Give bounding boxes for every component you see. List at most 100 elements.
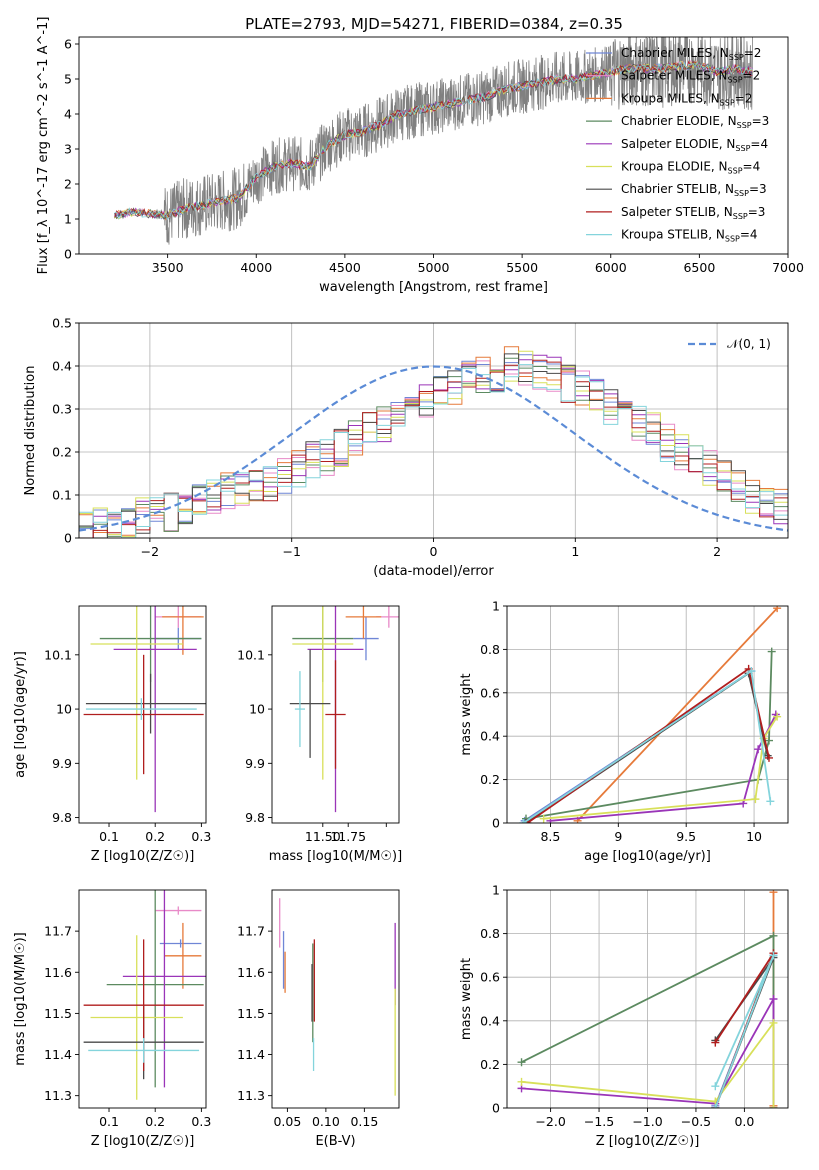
y-tick-label: 2 [64,177,72,192]
residual-hist-chabrier_stelib [79,353,788,538]
x-tick-label: 0.10 [312,1114,340,1129]
x-tick-label: −2 [141,544,159,559]
x-tick-label: 5500 [506,260,538,275]
y-tick-label: 1 [492,883,500,898]
figure-title: PLATE=2793, MJD=54271, FIBERID=0384, z=0… [245,15,623,33]
x-axis-label: Z [log10(Z/Z☉)] [91,1134,195,1149]
x-tick-label: −1.0 [632,1114,662,1129]
x-tick-label: 10 [746,829,762,844]
series-marker-salpeter_stelib [764,753,773,762]
residual-hist-salpeter_stelib [79,359,788,538]
series-marker-kroupa_stelib [766,797,775,806]
plot-area [79,323,788,538]
y-axis-label: Flux [f_λ 10^-17 erg cm^-2 s^-1 A^-1] [36,17,51,275]
y-tick-label: 0.4 [52,359,72,374]
gaussian-curve [79,365,788,532]
panel-mass_weight_vs_z: −2.0 −1.5 −1.0 −0.5 0.0 0 0.2 0.4 0.6 0.8 1 Z [log1… [459,883,789,1149]
series-marker-kroupa_elodie [539,814,548,823]
x-axis-label: Z [log10(Z/Z☉)] [596,1134,700,1149]
series-line-kroupa_miles [576,607,778,822]
series-marker-salpeter_stelib [711,1038,720,1047]
series-line-kroupa_elodie [521,1020,775,1108]
y-tick-label: 10 [56,702,72,717]
series-marker-chabrier_elodie [767,647,776,656]
series-marker-kroupa_elodie [769,1018,778,1027]
plot-area [289,606,399,813]
y-tick-label: 0.6 [480,685,500,700]
series-marker-kroupa_miles [769,890,778,897]
y-tick-label: 0.2 [480,772,500,787]
series-marker-kroupa_stelib [747,667,756,676]
y-tick-label: 1 [492,599,500,614]
x-tick-label: 0.15 [350,1114,378,1129]
y-tick-label: 0 [492,816,500,831]
x-axis-label: Z [log10(Z/Z☉)] [91,849,195,864]
x-tick-label: 0.1 [99,829,119,844]
legend-entry: Salpeter STELIB, NSSP=3 [621,205,765,221]
x-tick-label: 4000 [240,260,272,275]
x-tick-label: 11.75 [330,829,366,844]
y-tick-label: 10 [249,702,265,717]
series-marker-kroupa_miles [773,606,782,613]
x-tick-label: 6000 [595,260,627,275]
legend: Chabrier MILES, NSSP=2 Salpeter MILES, NS… [586,46,769,244]
axes-frame [78,889,207,1109]
y-tick-label: 6 [64,37,72,52]
y-tick-label: 11.5 [237,1006,265,1021]
y-axis-label: mass [log10(M/M☉)] [13,932,28,1065]
series-marker-kroupa_stelib [769,951,778,960]
legend-entry: Chabrier MILES, NSSP=2 [621,46,761,62]
legend-entry: Kroupa MILES, NSSP=2 [621,91,752,107]
x-tick-label: 2 [713,544,721,559]
plot-area [114,37,753,245]
y-tick-label: 9.9 [52,756,72,771]
y-tick-label: 5 [64,72,72,87]
y-tick-label: 0.8 [480,642,500,657]
y-tick-label: 11.7 [237,924,265,939]
y-tick-label: 11.6 [44,965,72,980]
series-marker-kroupa_elodie [517,1077,526,1086]
y-tick-label: 0.8 [480,926,500,941]
series-line-chabrier_elodie [525,651,773,820]
x-axis-label: E(B-V) [315,1134,355,1149]
x-tick-label: 9 [614,829,622,844]
x-tick-label: 0 [430,544,438,559]
x-tick-label: 0.3 [191,829,211,844]
x-tick-label: 1 [571,544,579,559]
series-marker-salpeter_elodie [754,745,763,754]
model-spectrum-chabrier_stelib [114,59,753,220]
legend-entry: 𝒩(0, 1) [727,337,771,351]
series-marker-kroupa_stelib [519,819,528,823]
y-tick-label: 9.9 [245,756,265,771]
y-tick-label: 9.8 [52,810,72,825]
x-axis-label: wavelength [Angstrom, rest frame] [319,280,548,295]
plot-area [507,606,788,823]
x-tick-label: 0.2 [145,1114,165,1129]
series-line-kroupa_elodie [543,716,778,820]
y-tick-label: 0.4 [480,1013,500,1028]
y-tick-label: 10.1 [44,647,72,662]
y-tick-label: 3 [64,142,72,157]
x-tick-label: 5000 [418,260,450,275]
axes-frame [78,605,207,824]
series-marker-chabrier_elodie [517,1058,526,1067]
x-tick-label: 0.1 [99,1114,119,1129]
series-marker-kroupa_elodie [773,712,782,721]
plot-area [507,890,788,1108]
y-tick-label: 0.3 [52,402,72,417]
legend-entry: Chabrier STELIB, NSSP=3 [621,182,767,198]
panel-residuals: 𝒩(0, 1) −2 −1 0 1 2 0 0.1 0.2 0.3 0.4 0.5 (data-mode… [23,316,789,579]
panel-spectrum: Chabrier MILES, NSSP=2 Salpeter MILES, NS… [36,17,804,295]
observed-spectrum [114,37,753,245]
x-tick-label: 3500 [152,260,184,275]
y-tick-label: 11.4 [44,1047,72,1062]
x-axis-label: mass [log10(M/M☉)] [269,849,402,864]
y-tick-label: 11.3 [44,1088,72,1103]
y-tick-label: 0.1 [52,488,72,503]
x-tick-label: 0.0 [734,1114,754,1129]
y-axis-label: age [log10(age/yr)] [13,651,28,778]
y-tick-label: 0.2 [480,1057,500,1072]
y-axis-label: Normed distribution [23,366,38,496]
axes-frame [271,889,400,1109]
